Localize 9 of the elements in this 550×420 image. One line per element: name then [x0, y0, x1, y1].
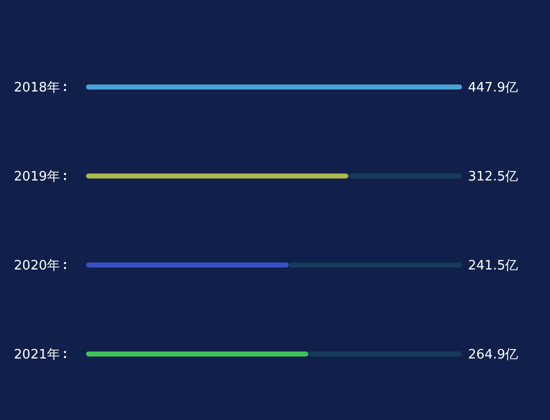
data-label: 241.5亿	[468, 258, 518, 274]
y-tick-label: 2019年	[14, 170, 60, 184]
y-tick-label: 2018年	[14, 80, 60, 96]
data-label: 264.9亿	[468, 348, 518, 362]
y-tick-label: 2021年	[14, 348, 60, 362]
bar	[86, 84, 462, 90]
y-tick-label: 2020年	[14, 258, 60, 274]
data-label: 447.9亿	[468, 80, 518, 96]
data-label: 312.5亿	[468, 170, 518, 184]
